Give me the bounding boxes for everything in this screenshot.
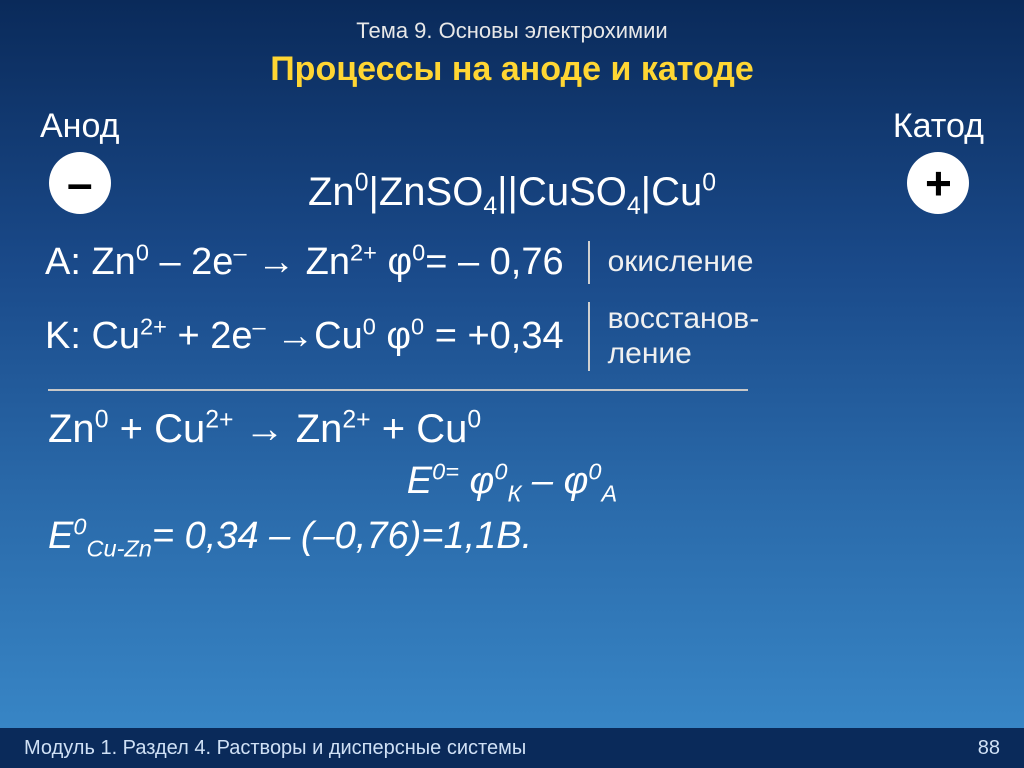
ec-eb: Cu-Zn xyxy=(86,536,151,562)
emf-min: – xyxy=(521,460,563,502)
cr-m1: + 2e xyxy=(167,315,253,357)
ov-s1: 0 xyxy=(95,407,109,434)
cn-cuso4-sub: 4 xyxy=(627,193,641,220)
footer-bar: Модуль 1. Раздел 4. Растворы и дисперсны… xyxy=(0,728,1024,768)
cathode-reaction-row: K: Cu2+ + 2e– →Cu0 φ0 = +0,34 восстанов-… xyxy=(45,302,979,371)
emf-p2b: А xyxy=(602,481,618,507)
footer-text: Модуль 1. Раздел 4. Растворы и дисперсны… xyxy=(24,737,526,760)
cn-znso4-sub: 4 xyxy=(483,193,497,220)
cathode-process-label: восстанов- ление xyxy=(608,302,760,371)
ov-s2: 2+ xyxy=(205,407,233,434)
anode-block: Анод – xyxy=(40,107,119,214)
slide-title: Процессы на аноде и катоде xyxy=(30,50,994,89)
ov-s3: 2+ xyxy=(342,407,370,434)
page-number: 88 xyxy=(978,737,1000,760)
cn-cuso4: CuSO xyxy=(518,170,627,214)
overall-reaction: Zn0 + Cu2+ → Zn2+ + Cu0 xyxy=(48,407,994,452)
topic-line: Тема 9. Основы электрохимии xyxy=(30,18,994,44)
ar-m1: – 2e xyxy=(149,241,234,283)
ov-p1: Zn xyxy=(48,407,95,451)
divider-2 xyxy=(588,302,590,371)
cn-zn: Zn xyxy=(308,170,355,214)
ar-s1: 0 xyxy=(136,239,149,265)
ov-p2: + Cu xyxy=(108,407,205,451)
anode-label: Анод xyxy=(40,107,119,146)
emf-p1: φ xyxy=(459,460,494,502)
reactions-block: A: Zn0 – 2e– → Zn2+ φ0= – 0,76 окисление… xyxy=(45,241,979,371)
emf-p2s: 0 xyxy=(588,458,601,484)
minus-sign-icon: – xyxy=(67,160,93,206)
anode-sign-circle: – xyxy=(49,152,111,214)
ec-e: E xyxy=(48,515,73,557)
emf-calculation: E0Cu-Zn= 0,34 – (–0,76)=1,1В. xyxy=(48,515,994,558)
divider-1 xyxy=(588,241,590,284)
ar-phiv: = – 0,76 xyxy=(425,241,563,283)
cr-proc1: восстанов- xyxy=(608,302,760,335)
cr-s2: 0 xyxy=(363,313,376,339)
cn-sep1: | xyxy=(368,170,378,214)
cr-phis: 0 xyxy=(411,313,424,339)
ar-p: A: Zn xyxy=(45,241,136,283)
emf-definition: E0= φ0К – φ0А xyxy=(30,460,994,503)
cn-cu: Cu xyxy=(651,170,702,214)
anode-process-label: окисление xyxy=(608,245,754,280)
cn-zn-sup: 0 xyxy=(355,170,369,197)
cr-se: – xyxy=(252,313,265,339)
ov-p3: → Zn xyxy=(233,407,342,451)
cathode-sign-circle: + xyxy=(907,152,969,214)
cell-notation: Zn0|ZnSO4||CuSO4|Cu0 xyxy=(30,170,994,215)
cn-znso4: ZnSO xyxy=(379,170,483,214)
reaction-underline xyxy=(48,389,748,391)
emf-e: E xyxy=(407,460,432,502)
cathode-label: Катод xyxy=(893,107,984,146)
emf-p1s: 0 xyxy=(494,458,507,484)
ar-se: – xyxy=(233,239,246,265)
ar-phis: 0 xyxy=(412,239,425,265)
anode-equation: A: Zn0 – 2e– → Zn2+ φ0= – 0,76 xyxy=(45,241,564,284)
ec-expr: = 0,34 – (–0,76)=1,1В. xyxy=(152,515,532,557)
cathode-block: Катод + xyxy=(893,107,984,214)
ar-s2: 2+ xyxy=(350,239,377,265)
ec-es: 0 xyxy=(73,513,86,539)
ov-s4: 0 xyxy=(467,407,481,434)
cathode-equation: K: Cu2+ + 2e– →Cu0 φ0 = +0,34 xyxy=(45,315,564,358)
plus-sign-icon: + xyxy=(925,160,952,206)
cr-ar: →Cu xyxy=(266,315,363,357)
ar-ar: → Zn xyxy=(247,241,350,283)
cr-phi: φ xyxy=(376,315,411,357)
cr-proc2: ление xyxy=(608,337,692,370)
ov-p4: + Cu xyxy=(371,407,468,451)
ar-phi: φ xyxy=(377,241,412,283)
cn-sep2: || xyxy=(497,170,518,214)
emf-es: 0= xyxy=(432,458,459,484)
cn-cu-sup: 0 xyxy=(702,170,716,197)
emf-p1b: К xyxy=(507,481,521,507)
cr-s1: 2+ xyxy=(140,313,167,339)
emf-p2: φ xyxy=(564,460,589,502)
anode-reaction-row: A: Zn0 – 2e– → Zn2+ φ0= – 0,76 окисление xyxy=(45,241,979,284)
cn-sep3: | xyxy=(641,170,651,214)
cr-phiv: = +0,34 xyxy=(424,315,563,357)
slide: Тема 9. Основы электрохимии Процессы на … xyxy=(0,0,1024,768)
cr-p: K: Cu xyxy=(45,315,140,357)
